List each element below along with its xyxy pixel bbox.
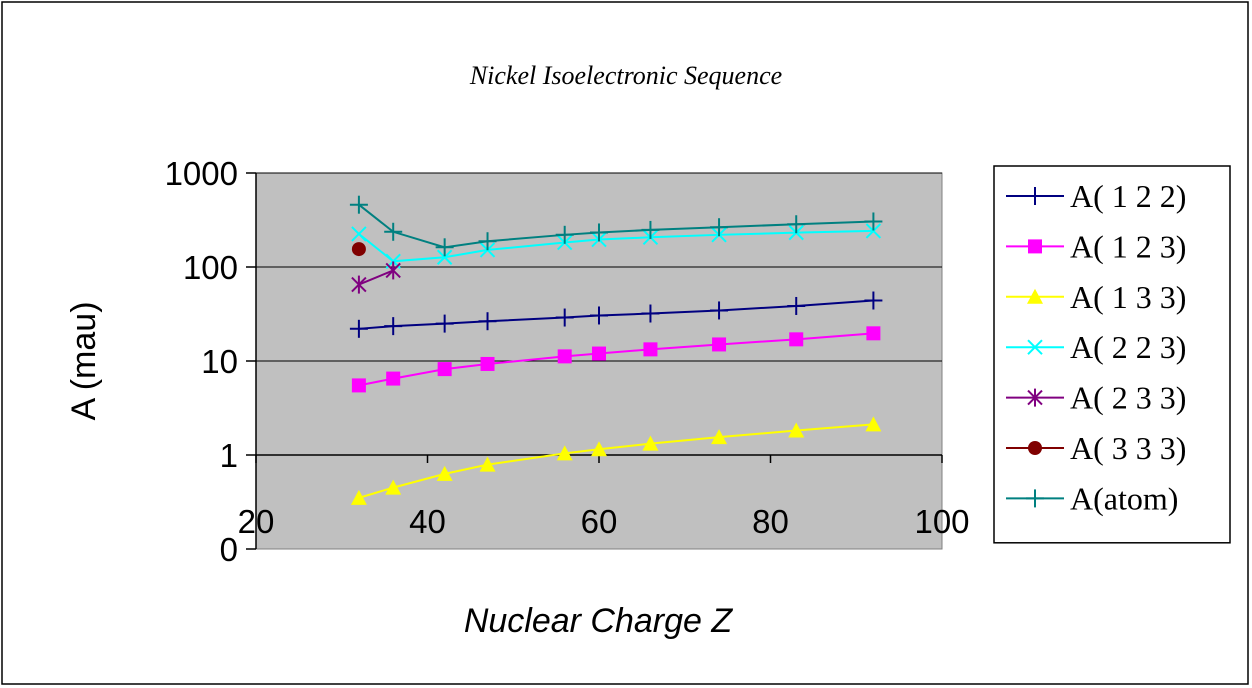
data-point-1 xyxy=(386,371,401,386)
data-point-1 xyxy=(643,342,658,357)
series-line-0 xyxy=(358,299,874,330)
legend-marker xyxy=(1028,239,1042,254)
data-point-2 xyxy=(788,422,805,438)
data-point-3 xyxy=(351,226,367,242)
data-point-6 xyxy=(384,222,403,241)
legend-marker xyxy=(1026,187,1044,205)
data-point-6 xyxy=(787,215,806,234)
x-tick-label: 60 xyxy=(581,503,618,540)
legend-marker xyxy=(1026,489,1044,508)
legend-entry-label: A( 3 3 3) xyxy=(1070,430,1186,466)
data-point-4 xyxy=(351,275,367,294)
y-tick-label: 10 xyxy=(201,343,238,380)
data-point-0 xyxy=(710,301,729,320)
data-point-6 xyxy=(710,218,729,237)
data-point-1 xyxy=(480,356,495,371)
data-point-1 xyxy=(557,349,572,364)
data-point-1 xyxy=(866,326,881,341)
legend-marker xyxy=(1027,288,1043,304)
x-tick-label: 80 xyxy=(752,503,789,540)
data-point-0 xyxy=(435,314,454,333)
data-point-6 xyxy=(864,212,883,231)
data-point-3 xyxy=(865,223,882,239)
data-point-0 xyxy=(864,291,883,310)
data-point-2 xyxy=(591,441,607,457)
data-point-6 xyxy=(590,223,608,242)
legend-marker xyxy=(1027,339,1043,355)
legend-marker xyxy=(1027,388,1043,407)
data-point-2 xyxy=(350,489,367,505)
x-axis-label: Nuclear Charge Z xyxy=(464,602,734,640)
data-point-0 xyxy=(384,317,403,336)
legend-entry-label: A( 2 3 3) xyxy=(1070,380,1186,416)
data-point-2 xyxy=(865,416,882,432)
data-point-6 xyxy=(555,225,574,244)
data-point-4 xyxy=(385,261,401,280)
series-line-2 xyxy=(358,423,874,499)
data-point-5 xyxy=(351,242,366,257)
data-point-2 xyxy=(556,445,573,461)
data-point-2 xyxy=(479,456,496,472)
data-point-6 xyxy=(641,220,660,239)
legend-entry-label: A( 1 2 3) xyxy=(1070,228,1186,264)
data-point-0 xyxy=(478,312,497,331)
data-point-0 xyxy=(641,304,660,323)
data-point-2 xyxy=(436,465,453,481)
data-point-1 xyxy=(437,362,452,377)
y-tick-label: 100 xyxy=(183,249,238,286)
series-line-6 xyxy=(358,203,874,249)
data-point-1 xyxy=(592,346,606,361)
data-point-1 xyxy=(712,337,727,352)
data-point-6 xyxy=(349,195,368,214)
y-tick-label: 1000 xyxy=(165,155,238,192)
data-point-0 xyxy=(349,319,368,338)
x-tick-label: 40 xyxy=(409,503,446,540)
data-point-2 xyxy=(642,435,659,451)
data-point-2 xyxy=(711,429,728,445)
data-point-1 xyxy=(789,332,804,347)
legend-entry-label: A( 1 3 3) xyxy=(1070,279,1186,315)
data-point-3 xyxy=(436,249,453,265)
legend-box xyxy=(993,165,1231,544)
data-point-0 xyxy=(787,296,806,315)
series-line-3 xyxy=(358,229,874,263)
y-tick-label: 1 xyxy=(220,437,238,474)
data-point-1 xyxy=(351,378,366,393)
x-tick-label: 100 xyxy=(914,503,969,540)
x-tick-label: 20 xyxy=(238,503,275,540)
y-axis-label: A (mau) xyxy=(65,301,103,420)
y-tick-label: 0 xyxy=(220,531,238,568)
legend-entry-label: A(atom) xyxy=(1070,480,1178,516)
data-point-0 xyxy=(555,308,574,327)
series-line-1 xyxy=(358,332,874,387)
data-point-6 xyxy=(478,232,497,251)
data-point-0 xyxy=(590,306,608,325)
legend-entry-label: A( 2 2 3) xyxy=(1070,329,1186,365)
series-line-4 xyxy=(358,269,394,286)
legend-entry-label: A( 1 2 2) xyxy=(1070,178,1186,214)
data-point-6 xyxy=(435,238,454,257)
data-point-2 xyxy=(385,479,402,495)
legend-marker xyxy=(1028,441,1042,455)
chart-title: Nickel Isoelectronic Sequence xyxy=(469,61,782,90)
